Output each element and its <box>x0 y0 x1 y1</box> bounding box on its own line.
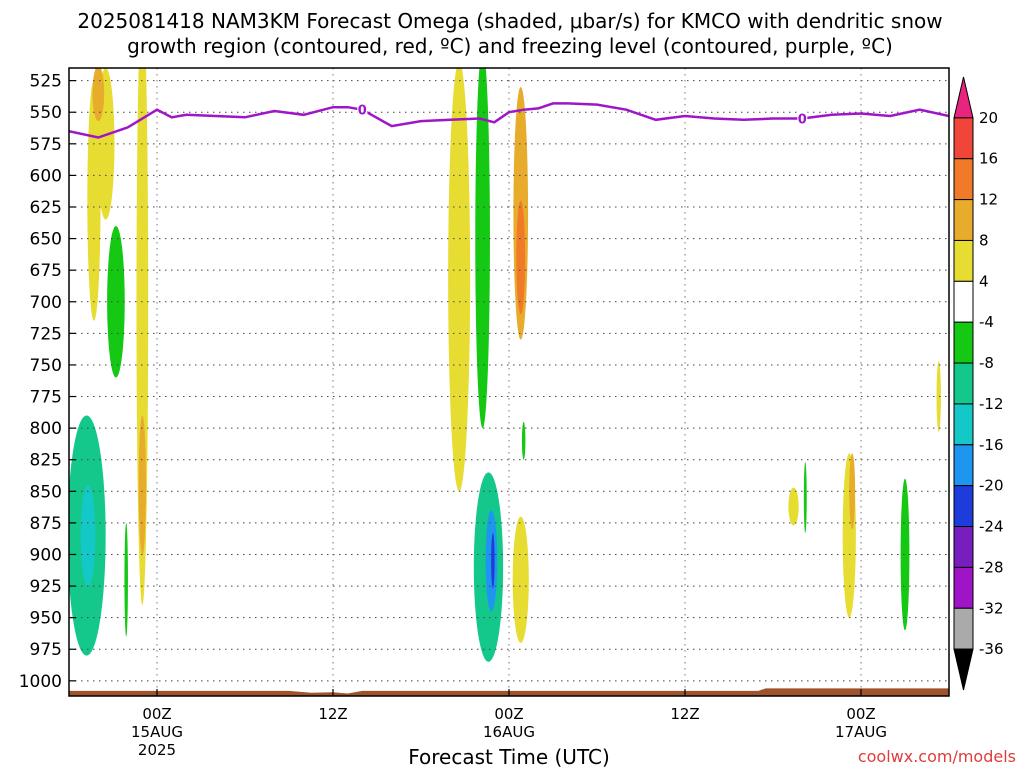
colorbar-label-13: -36 <box>979 640 1004 658</box>
colorbar-label-5: -4 <box>979 313 994 331</box>
omega-cell-19 <box>803 462 807 533</box>
colorbar-bin-1 <box>953 117 974 160</box>
colorbar-bin-13 <box>953 607 974 650</box>
y-tick-label-975: 975 <box>30 640 62 660</box>
omega-cell-13 <box>491 532 495 589</box>
y-tick-label-900: 900 <box>30 545 62 565</box>
colorbar-label-0: 20 <box>979 109 998 127</box>
freezing-level-label-bg-1 <box>797 110 808 126</box>
y-tick-label-775: 775 <box>30 388 62 408</box>
omega-cell-18 <box>788 487 799 526</box>
colorbar-bin-14 <box>953 648 974 691</box>
omega-cell-21 <box>849 453 856 530</box>
y-tick-label-525: 525 <box>30 72 62 92</box>
y-tick-label-550: 550 <box>30 103 62 123</box>
colorbar-bin-3 <box>953 199 974 241</box>
y-tick-label-650: 650 <box>30 230 62 250</box>
y-tick-label-600: 600 <box>30 166 62 186</box>
freezing-level-layer: 00 <box>69 101 949 139</box>
omega-cell-22 <box>900 478 910 631</box>
y-tick-label-575: 575 <box>30 135 62 155</box>
chart-title-line2: growth region (contoured, red, ºC) and f… <box>127 34 893 58</box>
omega-cell-15 <box>516 200 526 315</box>
colorbar-label-8: -16 <box>979 436 1004 454</box>
x-tick-date-6: 15AUG <box>131 723 183 741</box>
omega-cell-17 <box>521 421 526 460</box>
y-tick-label-800: 800 <box>30 419 62 439</box>
grid-lines <box>69 68 949 696</box>
x-axis-label: Forecast Time (UTC) <box>408 745 610 768</box>
colorbar-label-3: 8 <box>979 231 989 249</box>
colorbar-bin-0 <box>953 76 974 119</box>
colorbar-bin-4 <box>953 239 974 282</box>
colorbar-label-12: -32 <box>979 599 1004 617</box>
x-tick-label-42: 12Z <box>670 705 699 723</box>
omega-cell-16 <box>512 516 529 643</box>
colorbar-bin-6 <box>953 321 974 364</box>
colorbar-bin-8 <box>953 403 974 446</box>
colorbar-label-6: -8 <box>979 354 994 372</box>
chart-title-line1: 2025081418 NAM3KM Forecast Omega (shaded… <box>77 9 942 33</box>
x-tick-label-18: 12Z <box>318 705 347 723</box>
colorbar-bin-7 <box>953 362 974 405</box>
x-tick-year-6: 2025 <box>138 741 176 759</box>
colorbar-bin-2 <box>953 158 974 201</box>
freezing-level-label-0: 0 <box>358 104 367 119</box>
omega-cell-23 <box>936 361 941 432</box>
y-tick-label-700: 700 <box>30 293 62 313</box>
colorbar-bin-5 <box>953 280 974 323</box>
y-tick-label-925: 925 <box>30 577 62 597</box>
y-axis: 525 550 575 600 625 650 675 700 725 750 775 800 825 8… <box>19 72 76 692</box>
omega-cell-7 <box>80 484 96 587</box>
y-tick-label-675: 675 <box>30 261 62 281</box>
omega-cell-3 <box>107 225 125 378</box>
omega-shading <box>69 68 941 662</box>
y-tick-label-875: 875 <box>30 514 62 534</box>
plot-background <box>69 68 949 696</box>
omega-cell-8 <box>124 522 128 637</box>
colorbar-bin-9 <box>953 444 974 487</box>
colorbar-bin-12 <box>953 566 974 609</box>
colorbar-label-10: -24 <box>979 518 1004 536</box>
credit-text: coolwx.com/models <box>858 747 1016 766</box>
x-tick-label-6: 00Z <box>142 705 171 723</box>
colorbar-bin-11 <box>953 526 974 568</box>
omega-cell-9 <box>448 68 471 492</box>
colorbar: 20 16 12 8 4 -4 -8 -12 -16 -20 -24 -28 -32 -36 <box>953 76 1004 691</box>
colorbar-label-11: -28 <box>979 558 1004 576</box>
y-tick-label-625: 625 <box>30 198 62 218</box>
freezing-level-line <box>69 102 949 139</box>
y-tick-label-825: 825 <box>30 451 62 471</box>
freezing-level-label-1: 0 <box>798 113 807 128</box>
colorbar-label-7: -12 <box>979 395 1004 413</box>
colorbar-label-4: 4 <box>979 272 989 290</box>
x-tick-date-54: 17AUG <box>835 723 887 741</box>
freezing-level-label-bg-0 <box>357 101 368 117</box>
omega-cell-2 <box>92 68 105 122</box>
y-tick-label-750: 750 <box>30 356 62 376</box>
omega-cell-5 <box>138 415 146 555</box>
colorbar-label-2: 12 <box>979 191 998 209</box>
colorbar-label-9: -20 <box>979 477 1004 495</box>
x-tick-label-30: 00Z <box>494 705 523 723</box>
y-tick-label-1000: 1000 <box>19 672 62 692</box>
x-tick-date-30: 16AUG <box>483 723 535 741</box>
y-tick-label-850: 850 <box>30 482 62 502</box>
y-tick-label-950: 950 <box>30 609 62 629</box>
y-tick-label-725: 725 <box>30 324 62 344</box>
omega-cell-10 <box>475 68 490 429</box>
x-tick-label-54: 00Z <box>846 705 875 723</box>
colorbar-bin-10 <box>953 485 974 528</box>
colorbar-label-1: 16 <box>979 150 998 168</box>
